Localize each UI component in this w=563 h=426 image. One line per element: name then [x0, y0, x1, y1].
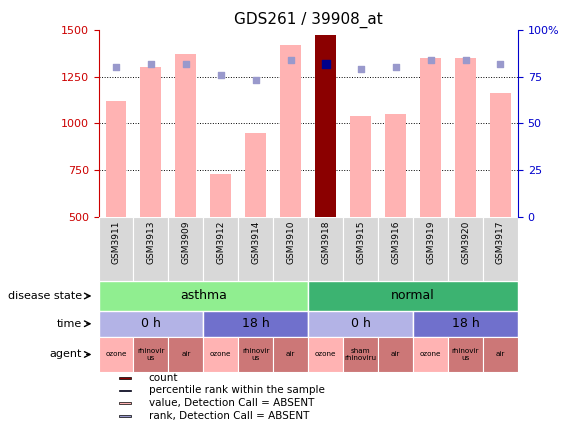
Title: GDS261 / 39908_at: GDS261 / 39908_at: [234, 12, 383, 29]
Bar: [99, 217, 133, 281]
Text: rhinovir
us: rhinovir us: [137, 348, 165, 361]
Bar: [119, 389, 131, 391]
Bar: [350, 116, 371, 217]
Bar: [119, 377, 131, 379]
Text: 18 h: 18 h: [452, 317, 480, 330]
Bar: [238, 217, 273, 281]
Bar: [455, 58, 476, 217]
Bar: [490, 93, 511, 217]
Bar: [176, 54, 196, 217]
Bar: [448, 217, 483, 281]
Bar: [203, 311, 309, 337]
Point: [426, 56, 435, 63]
Bar: [420, 58, 441, 217]
Text: 18 h: 18 h: [242, 317, 270, 330]
Text: GSM3914: GSM3914: [251, 220, 260, 264]
Text: air: air: [286, 351, 296, 357]
Bar: [273, 337, 309, 372]
Bar: [119, 402, 131, 404]
Bar: [105, 101, 127, 217]
Bar: [168, 337, 203, 372]
Text: GSM3909: GSM3909: [181, 220, 190, 264]
Text: agent: agent: [50, 349, 82, 360]
Text: time: time: [56, 319, 82, 329]
Bar: [378, 337, 413, 372]
Point: [496, 60, 505, 67]
Text: count: count: [149, 373, 178, 383]
Text: GSM3910: GSM3910: [286, 220, 295, 264]
Bar: [133, 337, 168, 372]
Text: 0 h: 0 h: [351, 317, 370, 330]
Text: asthma: asthma: [180, 290, 227, 302]
Bar: [245, 133, 266, 217]
Bar: [280, 45, 301, 217]
Text: normal: normal: [391, 290, 435, 302]
Bar: [385, 114, 406, 217]
Point: [251, 77, 260, 84]
Bar: [99, 337, 133, 372]
Bar: [483, 337, 518, 372]
Bar: [273, 217, 309, 281]
Bar: [483, 217, 518, 281]
Bar: [413, 217, 448, 281]
Bar: [309, 217, 343, 281]
Text: percentile rank within the sample: percentile rank within the sample: [149, 386, 325, 395]
Bar: [211, 174, 231, 217]
Text: air: air: [181, 351, 191, 357]
Bar: [448, 337, 483, 372]
Text: GSM3912: GSM3912: [216, 220, 225, 264]
Bar: [343, 337, 378, 372]
Bar: [309, 311, 413, 337]
Bar: [140, 67, 162, 217]
Point: [216, 71, 225, 78]
Bar: [343, 217, 378, 281]
Text: air: air: [391, 351, 400, 357]
Bar: [238, 337, 273, 372]
Point: [391, 64, 400, 71]
Bar: [99, 311, 203, 337]
Text: GSM3911: GSM3911: [111, 220, 120, 264]
Text: GSM3917: GSM3917: [496, 220, 505, 264]
Text: sham
rhinoviru: sham rhinoviru: [345, 348, 377, 361]
Text: GSM3919: GSM3919: [426, 220, 435, 264]
Bar: [315, 35, 336, 217]
Text: ozone: ozone: [210, 351, 231, 357]
Text: GSM3918: GSM3918: [321, 220, 330, 264]
Point: [146, 60, 155, 67]
Bar: [378, 217, 413, 281]
Bar: [119, 415, 131, 417]
Bar: [99, 281, 309, 311]
Point: [321, 60, 330, 67]
Point: [286, 56, 295, 63]
Bar: [203, 217, 238, 281]
Text: rhinovir
us: rhinovir us: [242, 348, 270, 361]
Point: [181, 60, 190, 67]
Bar: [309, 337, 343, 372]
Point: [461, 56, 470, 63]
Text: rank, Detection Call = ABSENT: rank, Detection Call = ABSENT: [149, 411, 309, 421]
Text: air: air: [496, 351, 505, 357]
Text: GSM3915: GSM3915: [356, 220, 365, 264]
Text: GSM3916: GSM3916: [391, 220, 400, 264]
Bar: [309, 281, 518, 311]
Point: [356, 66, 365, 72]
Text: ozone: ozone: [420, 351, 441, 357]
Text: value, Detection Call = ABSENT: value, Detection Call = ABSENT: [149, 398, 314, 408]
Text: GSM3920: GSM3920: [461, 220, 470, 264]
Bar: [133, 217, 168, 281]
Bar: [168, 217, 203, 281]
Bar: [413, 311, 518, 337]
Bar: [203, 337, 238, 372]
Text: ozone: ozone: [105, 351, 127, 357]
Text: 0 h: 0 h: [141, 317, 161, 330]
Text: disease state: disease state: [8, 291, 82, 301]
Bar: [413, 337, 448, 372]
Point: [111, 64, 120, 71]
Text: GSM3913: GSM3913: [146, 220, 155, 264]
Text: rhinovir
us: rhinovir us: [452, 348, 479, 361]
Text: ozone: ozone: [315, 351, 337, 357]
